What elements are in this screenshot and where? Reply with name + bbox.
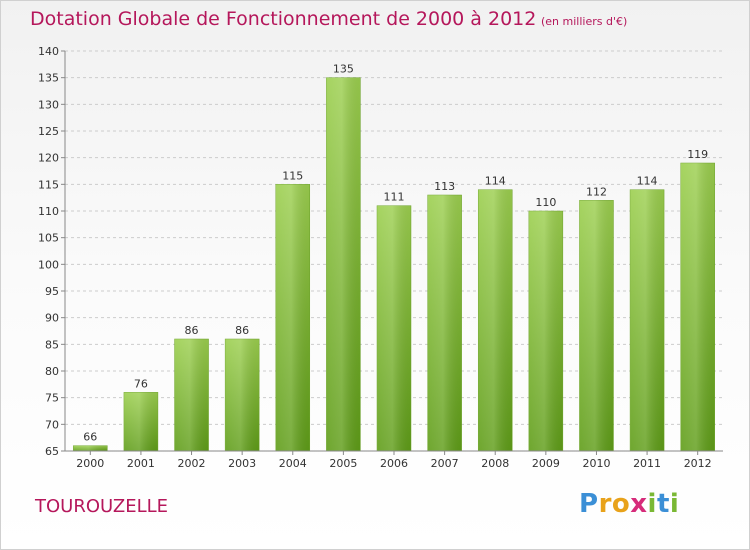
y-tick-label: 70: [45, 418, 59, 431]
x-tick-label: 2012: [684, 457, 712, 470]
bar-shine: [630, 189, 665, 451]
logo-letter: o: [611, 489, 631, 519]
bar-shine: [275, 184, 310, 452]
x-tick-label: 2004: [279, 457, 307, 470]
x-tick-label: 2003: [228, 457, 256, 470]
logo-letter: x: [630, 489, 648, 519]
x-tick-label: 2009: [532, 457, 560, 470]
y-tick-label: 115: [38, 178, 59, 191]
x-tick-label: 2001: [127, 457, 155, 470]
data-labels: 66 76 86 86 115 135 111 113 114 110 112 114 119: [83, 63, 708, 444]
y-tick-label: 100: [38, 258, 59, 271]
y-tick-label: 95: [45, 285, 59, 298]
x-tick-label: 2007: [431, 457, 459, 470]
bar-shine: [528, 211, 563, 451]
y-tick-label: 110: [38, 205, 59, 218]
data-label: 110: [535, 196, 556, 209]
logo-letter: P: [579, 489, 599, 519]
bar-shine: [478, 189, 513, 451]
bar-shine: [73, 445, 108, 451]
data-label: 114: [637, 175, 658, 188]
x-tick-label: 2006: [380, 457, 408, 470]
y-tick-label: 140: [38, 45, 59, 58]
data-label: 76: [134, 377, 148, 390]
data-label: 111: [384, 191, 405, 204]
bar-shine: [225, 339, 260, 451]
commune-name: TOUROUZELLE: [35, 496, 169, 517]
y-tick-label: 65: [45, 445, 59, 458]
y-tick-label: 75: [45, 392, 59, 405]
data-label: 112: [586, 185, 607, 198]
bar-shine: [174, 339, 209, 451]
y-tick-label: 90: [45, 312, 59, 325]
x-tick-label: 2000: [76, 457, 104, 470]
logo-letter: t: [656, 489, 670, 519]
x-tick-label: 2008: [481, 457, 509, 470]
data-label: 119: [687, 148, 708, 161]
x-tick-label: 2011: [633, 457, 661, 470]
x-tick-label: 2010: [582, 457, 610, 470]
data-label: 66: [83, 431, 97, 444]
bar-shine: [579, 200, 614, 451]
bar-shine: [427, 195, 462, 451]
x-tick-label: 2005: [329, 457, 357, 470]
logo-letter: i: [669, 489, 680, 519]
data-label: 113: [434, 180, 455, 193]
bar-shine: [123, 392, 158, 451]
y-tick-label: 125: [38, 125, 59, 138]
data-label: 135: [333, 63, 354, 76]
bar-shine: [377, 205, 411, 451]
y-tick-label: 120: [38, 152, 59, 165]
y-tick-label: 135: [38, 72, 59, 85]
data-label: 86: [185, 324, 199, 337]
x-tick-label: 2002: [178, 457, 206, 470]
chart-unit: (en milliers d'€): [541, 15, 628, 28]
logo-letter: r: [598, 489, 612, 519]
y-tick-label: 105: [38, 232, 59, 245]
data-label: 114: [485, 175, 506, 188]
logo-letter: i: [647, 489, 657, 519]
proxiti-logo[interactable]: Proxiti: [579, 489, 679, 519]
bars: [73, 77, 715, 452]
bar-shine: [680, 163, 715, 451]
bar-shine: [326, 77, 361, 452]
y-tick-label: 130: [38, 98, 59, 111]
axes: 65 70 75 80 85 90 95 100 105 110 115 120 125 130 135 14…: [38, 45, 723, 470]
chart-title: Dotation Globale de Fonctionnement de 20…: [30, 8, 537, 30]
y-tick-label: 85: [45, 338, 59, 351]
data-label: 86: [235, 324, 249, 337]
y-tick-label: 80: [45, 365, 59, 378]
data-label: 115: [282, 169, 303, 182]
